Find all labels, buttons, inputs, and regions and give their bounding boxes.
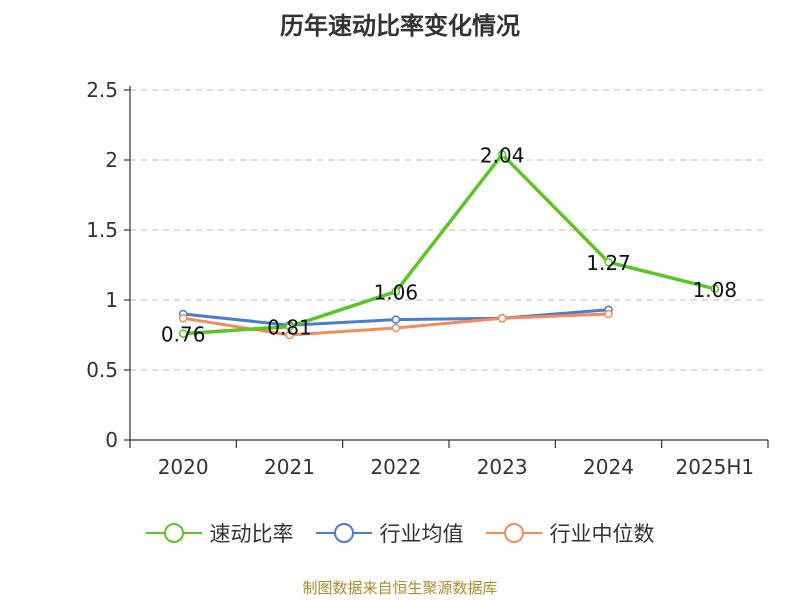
series-point-2 — [391, 323, 401, 333]
legend-label-quick-ratio: 速动比率 — [209, 522, 294, 546]
legend-item-quick-ratio[interactable]: 速动比率 — [145, 518, 294, 548]
source-note: 制图数据来自恒生聚源数据库 — [302, 579, 498, 597]
x-tick-label: 2023 — [477, 455, 528, 479]
legend-marker-quick-ratio — [145, 523, 202, 543]
legend-label-industry-median: 行业中位数 — [549, 522, 655, 546]
y-tick-label: 0 — [105, 428, 118, 452]
series-point-2 — [285, 330, 294, 340]
data-label: 1.06 — [374, 281, 419, 305]
legend-marker-industry-mean — [315, 523, 372, 543]
legend: 速动比率 行业均值 行业中位数 — [0, 518, 800, 548]
series-point-0 — [178, 329, 188, 338]
chart-title: 历年速动比率变化情况 — [280, 12, 520, 40]
series-point-0 — [710, 284, 720, 294]
series-point-2 — [497, 313, 507, 323]
x-tick-label: 2020 — [158, 455, 209, 479]
x-tick-label: 2024 — [583, 455, 634, 479]
data-label: 0.81 — [267, 316, 312, 340]
legend-marker-industry-median — [485, 523, 542, 543]
data-label: 1.27 — [586, 251, 631, 275]
series-point-0 — [497, 150, 507, 159]
x-tick-label: 2021 — [264, 455, 315, 479]
series-point-2 — [178, 313, 188, 323]
series-point-2 — [604, 309, 613, 319]
y-tick-label: 0.5 — [86, 358, 118, 382]
legend-label-industry-mean: 行业均值 — [379, 522, 464, 546]
y-tick-label: 2 — [105, 148, 118, 172]
axes: 0 0.5 1 1.5 2 2.5 2020 2021 2022 2023 2024 2025H1 — [86, 78, 769, 479]
data-label: 2.04 — [480, 143, 525, 167]
data-labels: 0.76 0.81 1.06 2.04 1.27 1.08 — [161, 143, 737, 346]
legend-item-industry-median[interactable]: 行业中位数 — [485, 518, 655, 548]
data-label: 0.76 — [161, 323, 206, 347]
series-point-1 — [391, 315, 401, 324]
legend-item-industry-mean[interactable]: 行业均值 — [315, 518, 464, 548]
y-tick-label: 1.5 — [86, 218, 118, 242]
series-lines — [178, 150, 720, 340]
series-point-0 — [285, 322, 294, 331]
y-tick-label: 2.5 — [86, 78, 118, 102]
y-tick-label: 1 — [105, 288, 118, 312]
x-tick-label: 2025H1 — [675, 455, 754, 479]
series-point-0 — [604, 257, 613, 267]
series-point-0 — [391, 287, 401, 296]
grid-lines — [130, 89, 768, 371]
x-tick-label: 2022 — [370, 455, 421, 479]
data-label: 1.08 — [693, 278, 738, 302]
series-line-0 — [183, 152, 716, 336]
line-chart: 0 0.5 1 1.5 2 2.5 2020 2021 2022 2023 2024 2025H1 0… — [86, 78, 769, 479]
